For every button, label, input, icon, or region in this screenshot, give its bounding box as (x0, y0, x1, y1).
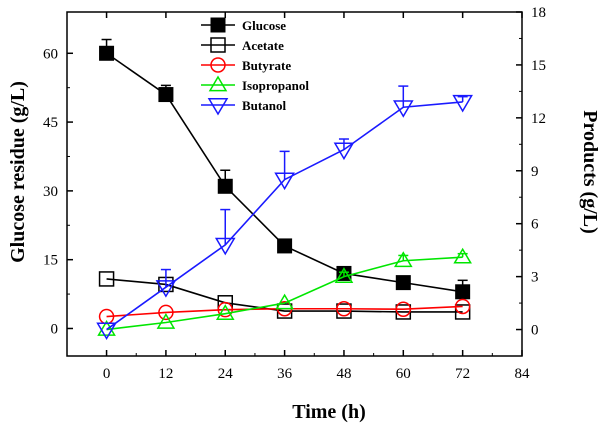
butyrate-point (217, 301, 234, 318)
butanol-point (96, 322, 117, 341)
butanol-point (392, 100, 414, 118)
butyrate-point (395, 301, 412, 317)
glucose-point (99, 45, 115, 61)
x-tick-label: 84 (515, 366, 531, 382)
legend-marker (210, 57, 226, 73)
series-isopropanol (97, 247, 472, 336)
y-right-tick-label: 18 (531, 5, 546, 21)
isopropanol-point (275, 293, 294, 310)
y-right-tick-label: 3 (531, 270, 539, 286)
y-left-tick-label: 0 (51, 321, 59, 337)
isopropanol-point (453, 247, 472, 264)
plot-frame (66, 11, 523, 357)
x-tick-label: 60 (396, 366, 411, 382)
glucose-point (455, 284, 471, 300)
legend-label-acetate: Acetate (242, 38, 284, 53)
legend-item-acetate: Acetate (201, 37, 284, 53)
butyrate-point (336, 301, 352, 317)
legend-item-butanol: Butanol (201, 97, 286, 116)
legend-marker (210, 37, 226, 53)
legend-marker (210, 17, 226, 33)
y-axis-left-title: Glucose residue (g/L) (7, 81, 29, 263)
acetate-point (454, 304, 471, 320)
isopropanol-point (97, 320, 116, 336)
isopropanol-point (334, 267, 354, 283)
x-tick-label: 72 (455, 366, 470, 382)
legend: Glucose Acetate Butyrate Isopropanol Butanol (201, 17, 309, 116)
acetate-point (98, 271, 115, 287)
y-right-tick-label: 0 (531, 323, 539, 339)
legend-label-glucose: Glucose (242, 18, 286, 33)
glucose-point (277, 238, 293, 254)
legend-marker (208, 75, 228, 92)
butanol-point (333, 142, 355, 161)
y-right-tick-label: 15 (531, 58, 546, 74)
y-right-tick-label: 9 (531, 164, 539, 180)
legend-marker (207, 97, 229, 116)
x-tick-label: 24 (218, 366, 234, 382)
glucose-point (217, 178, 233, 194)
butanol-point (452, 94, 473, 113)
y-left-tick-label: 45 (43, 115, 58, 131)
series-layer (96, 38, 473, 341)
isopropanol-point (393, 251, 413, 268)
legend-label-butyrate: Butyrate (242, 58, 291, 73)
y-left-tick-label: 15 (43, 253, 58, 269)
isopropanol-point (156, 313, 176, 329)
x-tick-label: 0 (103, 366, 111, 382)
y-left-tick-label: 30 (43, 184, 58, 200)
series-butanol (96, 85, 473, 341)
butanol-point (274, 172, 295, 191)
y-right-tick-label: 12 (531, 111, 546, 127)
x-tick-label: 12 (158, 366, 173, 382)
x-tick-label: 48 (336, 366, 351, 382)
glucose-point (395, 275, 411, 291)
isopropanol-point (215, 304, 235, 321)
butyrate-point (158, 304, 174, 321)
legend-label-isopropanol: Isopropanol (242, 78, 309, 93)
butanol-point (155, 280, 177, 298)
legend-item-butyrate: Butyrate (201, 57, 291, 73)
butanol-point (214, 237, 236, 256)
x-tick-label: 36 (277, 366, 293, 382)
x-axis-title: Time (h) (292, 401, 366, 423)
legend-item-glucose: Glucose (201, 17, 286, 33)
y-axis-right-title: Products (g/L) (579, 110, 598, 234)
y-right-tick-label: 6 (531, 217, 539, 233)
legend-label-butanol: Butanol (242, 98, 286, 113)
glucose-point (158, 87, 174, 103)
y-left-tick-label: 60 (43, 46, 58, 62)
butyrate-point (454, 298, 471, 315)
series-glucose (99, 38, 471, 300)
legend-item-isopropanol: Isopropanol (201, 75, 309, 93)
